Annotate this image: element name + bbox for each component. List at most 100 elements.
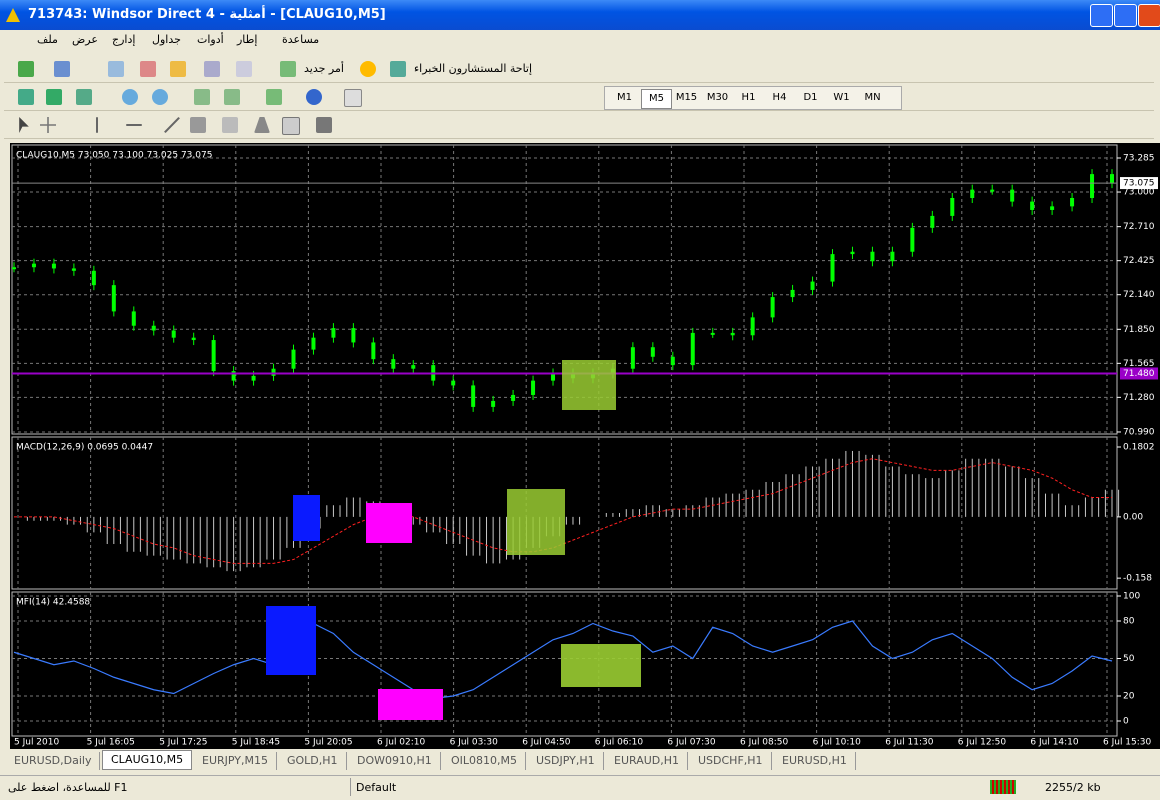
menu-item[interactable]: مساعدة [282, 33, 320, 46]
chart-tab[interactable]: GOLD,H1 [279, 752, 347, 770]
y-tick-label: 73.285 [1123, 154, 1155, 164]
time-label: 5 Jul 17:25 [159, 738, 207, 748]
chart-tab[interactable]: DOW0910,H1 [349, 752, 441, 770]
time-label: 6 Jul 15:30 [1103, 738, 1152, 748]
panel-frame [11, 591, 1118, 737]
icon[interactable] [190, 117, 206, 133]
menu-item[interactable]: أدوات [197, 33, 224, 46]
candle [1010, 189, 1015, 202]
timeframe-button[interactable]: M5 [641, 89, 672, 109]
box-annotation[interactable] [366, 503, 412, 543]
y-tick-label: 71.850 [1123, 325, 1155, 335]
chart-tab[interactable]: EURJPY,M15 [194, 752, 277, 770]
icon[interactable] [224, 89, 240, 105]
menu-item[interactable]: إطار [237, 33, 258, 46]
menu-item[interactable]: إدارج [112, 33, 136, 46]
menu-item[interactable]: جداول [152, 33, 181, 46]
icon[interactable] [96, 117, 98, 133]
box-annotation[interactable] [266, 606, 316, 675]
icon[interactable] [204, 61, 220, 77]
status-bar: للمساعدة، اضغط على F1 Default 2255/2 kb [0, 775, 1160, 800]
app-icon [6, 8, 20, 22]
timeframe-button[interactable]: H1 [741, 92, 756, 103]
box-annotation[interactable] [561, 644, 641, 687]
chart-tab[interactable]: EURUSD,H1 [774, 752, 856, 770]
icon[interactable] [282, 117, 300, 135]
icon[interactable] [108, 61, 124, 77]
candle [491, 400, 496, 407]
box-annotation[interactable] [293, 495, 320, 541]
chart-tab[interactable]: CLAUG10,M5 [102, 750, 193, 770]
icon[interactable] [254, 117, 270, 133]
timeframe-button[interactable]: W1 [833, 92, 850, 103]
candle [670, 356, 675, 366]
icon[interactable] [306, 89, 322, 105]
box-annotation[interactable] [378, 689, 443, 720]
chart-tab[interactable]: USDCHF,H1 [690, 752, 772, 770]
icon[interactable] [140, 61, 156, 77]
icon[interactable] [122, 89, 138, 105]
time-label: 6 Jul 08:50 [740, 738, 789, 748]
box-annotation[interactable] [562, 360, 616, 410]
timeframe-button[interactable]: MN [864, 92, 881, 103]
icon[interactable] [236, 61, 252, 77]
price-label: 73.075 [1123, 179, 1155, 189]
timeframe-button[interactable]: D1 [803, 92, 818, 103]
maximize[interactable] [1114, 4, 1137, 27]
timeframe-button[interactable]: M1 [617, 92, 632, 103]
candle [111, 285, 116, 312]
y-tick-label: 72.140 [1123, 290, 1155, 300]
icon[interactable] [360, 61, 376, 77]
y-tick-label: 50 [1123, 654, 1135, 664]
icon[interactable] [76, 89, 92, 105]
box-annotation[interactable] [507, 489, 565, 555]
y-tick-label: 73.000 [1123, 188, 1155, 198]
icon[interactable] [194, 89, 210, 105]
minimize[interactable] [1090, 4, 1113, 27]
level-label: 71.480 [1123, 369, 1155, 379]
icon[interactable] [266, 89, 282, 105]
candle [91, 270, 96, 286]
icon[interactable] [280, 61, 296, 77]
candle [311, 337, 316, 350]
status-help: للمساعدة، اضغط على F1 [8, 781, 128, 794]
icon[interactable] [390, 61, 406, 77]
price-tag [1120, 177, 1158, 190]
time-label: 5 Jul 2010 [14, 738, 59, 748]
chart-tab[interactable]: EURUSD,Daily [6, 752, 101, 770]
icon[interactable] [170, 61, 186, 77]
icon[interactable] [46, 89, 62, 105]
menu-item[interactable]: ملف [37, 33, 58, 46]
icon[interactable] [222, 117, 238, 133]
icon[interactable] [18, 61, 34, 77]
chart-tab[interactable]: USDJPY,H1 [528, 752, 604, 770]
menu-item[interactable]: عرض [72, 33, 98, 46]
icon[interactable] [19, 117, 29, 133]
chart-tab[interactable]: EURAUD,H1 [606, 752, 689, 770]
new-order[interactable]: أمر جديد [304, 62, 344, 75]
candle [191, 337, 196, 341]
candle [411, 365, 416, 369]
candle [1030, 201, 1035, 210]
icon[interactable] [344, 89, 362, 107]
y-tick-label: 72.710 [1123, 222, 1155, 232]
experts[interactable]: إتاحة المستشارون الخبراء [414, 62, 533, 75]
icon[interactable] [54, 61, 70, 77]
icon[interactable] [164, 117, 180, 133]
timeframe-button[interactable]: H4 [772, 92, 787, 103]
timeframe-button[interactable]: M30 [706, 92, 729, 103]
candle [630, 347, 635, 369]
close[interactable] [1138, 4, 1160, 27]
timeframe-button[interactable]: M15 [675, 92, 698, 103]
icon[interactable] [316, 117, 332, 133]
separator [350, 778, 351, 796]
icon[interactable] [126, 124, 142, 126]
icon[interactable] [40, 117, 56, 133]
chart-tab[interactable]: OIL0810,M5 [443, 752, 527, 770]
level-tag [1120, 367, 1158, 380]
icon[interactable] [152, 89, 168, 105]
icon[interactable] [18, 89, 34, 105]
candle [451, 380, 456, 386]
y-tick-label: -0.158 [1123, 574, 1152, 584]
